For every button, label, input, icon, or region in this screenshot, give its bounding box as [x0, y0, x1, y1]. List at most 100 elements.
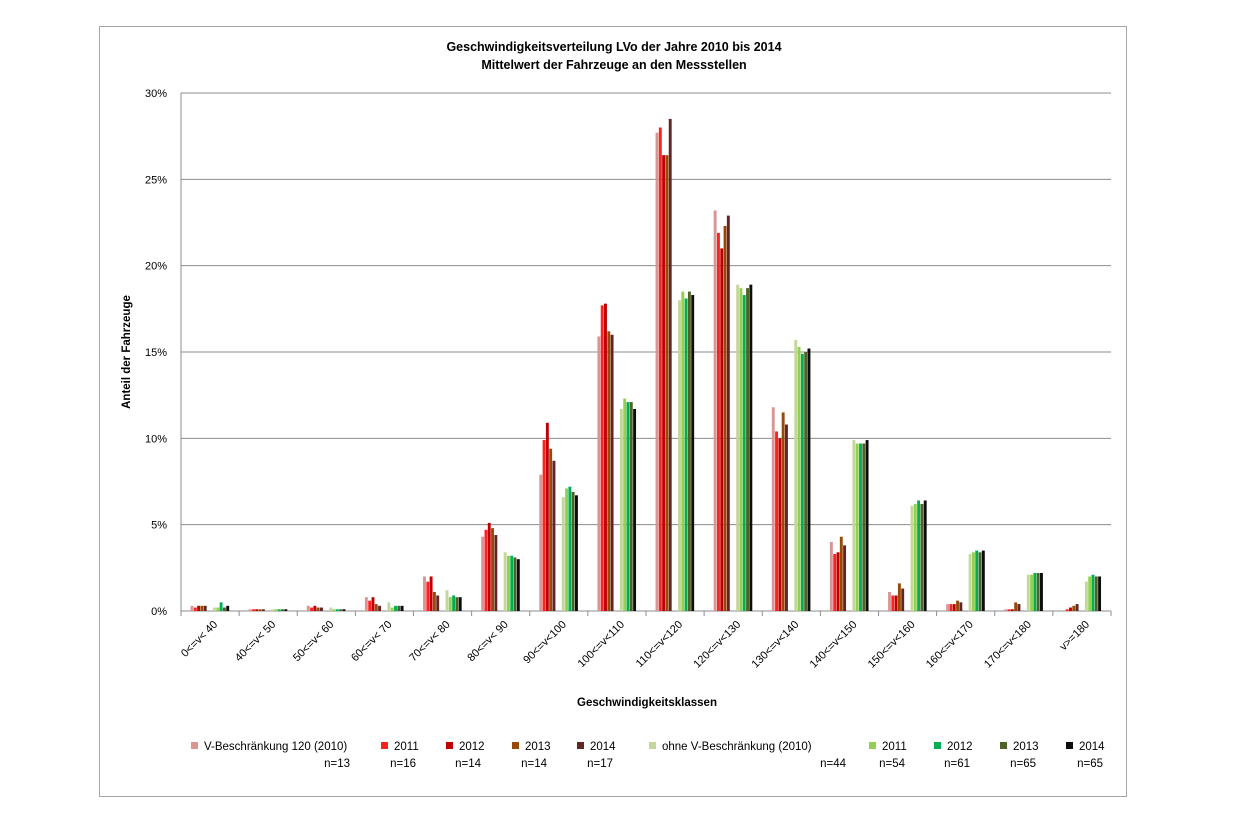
bar	[258, 609, 262, 611]
legend-label: 2011	[882, 741, 907, 753]
bar	[1094, 576, 1098, 611]
bar	[281, 609, 284, 611]
bar	[364, 597, 368, 611]
bar	[445, 590, 449, 611]
bar	[687, 291, 691, 611]
legend-swatch	[446, 742, 453, 749]
bar	[833, 554, 837, 611]
x-tick-label: 0<=v< 40	[179, 619, 220, 660]
bar	[494, 535, 498, 611]
bar	[901, 588, 905, 611]
x-tick-label: 120<=v<130	[691, 619, 743, 671]
x-axis-title: Geschwindigkeitsklassen	[577, 697, 717, 709]
bar	[339, 609, 343, 611]
bar	[775, 431, 779, 611]
legend-count: n=44	[820, 758, 847, 770]
legend-label: 2014	[590, 741, 616, 753]
bar	[923, 500, 927, 611]
bar	[575, 495, 578, 611]
bar	[952, 604, 956, 611]
x-tick-label: 60<=v< 70	[349, 619, 394, 664]
bar	[1010, 609, 1014, 611]
bar	[251, 609, 255, 611]
chart-svg: Geschwindigkeitsverteilung LVo der Jahre…	[121, 40, 1112, 770]
x-tick-label: 90<=v<100	[521, 619, 569, 667]
bar	[633, 408, 637, 611]
bar	[956, 600, 959, 611]
bar	[852, 440, 856, 611]
bar	[623, 398, 627, 611]
bar	[510, 555, 514, 611]
bar	[713, 210, 717, 611]
bar	[491, 528, 494, 611]
legend-count: n=14	[455, 758, 482, 770]
bar	[626, 402, 630, 611]
bar	[1091, 574, 1095, 611]
bar	[778, 438, 782, 611]
bar	[807, 348, 811, 611]
bar	[400, 605, 404, 611]
bar	[271, 609, 275, 611]
bar	[658, 127, 662, 612]
bar	[484, 529, 488, 611]
bar	[1072, 605, 1076, 611]
x-tick-label: 160<=v<170	[924, 619, 976, 671]
legend-count: n=13	[324, 758, 350, 770]
bar	[568, 486, 572, 611]
legend-label: 2013	[1013, 741, 1039, 753]
bar	[668, 118, 672, 612]
bar	[920, 503, 924, 611]
x-tick-label: 80<=v< 90	[465, 619, 510, 664]
bar	[335, 609, 339, 611]
bar	[310, 607, 314, 611]
bar	[736, 284, 740, 611]
bar	[368, 600, 372, 611]
x-tick-label: v>=180	[1058, 619, 1092, 653]
bar	[971, 552, 975, 611]
bar	[387, 602, 391, 611]
legend-swatch	[649, 742, 656, 749]
bar	[426, 581, 430, 611]
bar	[865, 440, 869, 611]
bar	[332, 609, 336, 611]
bar	[771, 407, 775, 611]
bar	[455, 597, 459, 611]
bar	[516, 559, 520, 611]
bar	[226, 605, 230, 611]
bar	[487, 522, 491, 611]
bar	[720, 248, 724, 611]
bar	[342, 609, 346, 611]
chart-title-line: Geschwindigkeitsverteilung LVo der Jahre…	[446, 40, 781, 54]
bar	[1014, 602, 1018, 611]
x-tick-label: 150<=v<160	[866, 619, 918, 671]
bar	[274, 609, 278, 611]
bar	[910, 505, 914, 611]
bar	[888, 592, 891, 611]
bar	[277, 609, 281, 611]
bar	[371, 597, 375, 611]
bar	[959, 602, 963, 611]
y-axis-title: Anteil der Fahrzeuge	[121, 295, 133, 409]
bar	[746, 288, 749, 611]
legend-swatch	[869, 742, 876, 749]
bar	[836, 552, 840, 611]
bar	[1075, 604, 1079, 611]
legend-count: n=54	[879, 758, 906, 770]
bar	[432, 592, 436, 611]
bar	[213, 607, 216, 611]
bar	[1098, 576, 1102, 611]
x-tick-label: 110<=v<120	[634, 619, 685, 670]
legend-label: V-Beschränkung 120 (2010)	[204, 741, 347, 753]
bar	[423, 576, 426, 611]
bar	[723, 225, 727, 611]
bar	[839, 536, 843, 611]
bar	[1007, 609, 1011, 611]
legend-count: n=14	[521, 758, 548, 770]
chart-frame: Geschwindigkeitsverteilung LVo der Jahre…	[99, 26, 1127, 797]
bar	[665, 155, 669, 611]
bar	[794, 339, 798, 611]
bar	[1069, 607, 1072, 611]
bar	[978, 552, 982, 611]
legend-label: 2012	[459, 741, 485, 753]
x-tick-label: 170<=v<180	[982, 619, 1034, 671]
